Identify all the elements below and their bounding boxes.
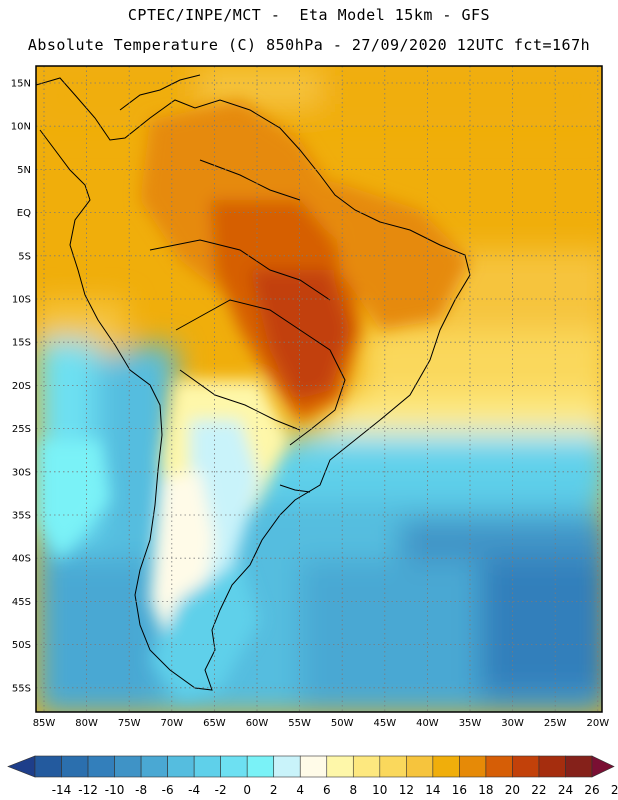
latitude-label: 30S [12, 467, 31, 478]
longitude-label: 45W [373, 718, 396, 729]
colorbar-tick-label: -10 [105, 783, 125, 797]
longitude-label: 60W [246, 718, 269, 729]
latitude-label: 55S [12, 683, 31, 694]
colorbar-swatch [352, 755, 381, 778]
longitude-label: 80W [75, 718, 98, 729]
colorbar-tick-label: 18 [478, 783, 493, 797]
colorbar-swatch [459, 755, 487, 778]
colorbar-swatch [512, 755, 540, 778]
colorbar-tick-label: -12 [78, 783, 98, 797]
longitude-labels: 85W 80W 75W 70W 65W 60W 55W 50W 45W 40W 35W 30W 25W 2… [33, 718, 610, 729]
colorbar [7, 755, 615, 778]
longitude-label: 55W [288, 718, 311, 729]
latitude-label: 40S [12, 554, 31, 565]
colorbar-swatch [34, 755, 62, 778]
longitude-label: 85W [33, 718, 56, 729]
colorbar-tick-label: 26 [584, 783, 599, 797]
continent-outline [36, 74, 471, 691]
colorbar-labels: -14 -12 -10 -8 -6 -4 -2 0 2 4 6 8 10 12 14 16 18 20 22 24 26… [52, 783, 618, 797]
colorbar-swatch [432, 755, 460, 778]
colorbar-tick-label: -6 [162, 783, 174, 797]
colorbar-swatch [167, 755, 195, 778]
longitude-label: 75W [118, 718, 141, 729]
colorbar-swatch [299, 755, 328, 778]
colorbar-swatch [565, 755, 593, 778]
colorbar-swatch [406, 755, 434, 778]
colorbar-tick-label: -8 [135, 783, 147, 797]
map-title-line-2: Absolute Temperature (C) 850hPa - 27/09/… [27, 36, 591, 54]
colorbar-tick-label: 24 [558, 783, 573, 797]
colorbar-tick-label: 14 [425, 783, 440, 797]
colorbar-high-arrow [591, 755, 615, 778]
colorbar-swatch [538, 755, 566, 778]
latitude-label: 35S [12, 511, 31, 522]
map-frame [35, 65, 603, 713]
colorbar-swatch [379, 755, 407, 778]
latitude-label: 10S [12, 295, 31, 306]
longitude-label: 25W [544, 718, 567, 729]
longitude-label: 50W [331, 718, 354, 729]
colorbar-tick-label: 0 [243, 783, 251, 797]
colorbar-swatch [273, 755, 301, 778]
colorbar-tick-label: 16 [452, 783, 467, 797]
latitude-label: 5N [17, 165, 31, 176]
longitude-label: 35W [459, 718, 482, 729]
colorbar-tick-label: 12 [399, 783, 414, 797]
latitude-label: 15S [12, 338, 31, 349]
colorbar-tick-label: 20 [505, 783, 520, 797]
colorbar-tick-label: -14 [52, 783, 72, 797]
colorbar-low-arrow [7, 755, 36, 778]
latitude-label: 25S [12, 424, 31, 435]
colorbar-swatch [326, 755, 354, 778]
latitude-labels: 15N 10N 5N EQ 5S 10S 15S 20S 25S 30S 35S 40S 45S 50S 5… [11, 79, 31, 695]
colorbar-swatch [87, 755, 115, 778]
colorbar-swatch [220, 755, 248, 778]
colorbar-tick-label: 22 [531, 783, 546, 797]
longitude-label: 20W [586, 718, 609, 729]
latitude-label: EQ [17, 208, 31, 219]
colorbar-tick-label: 28 [611, 783, 618, 797]
latitude-label: 15N [11, 79, 31, 90]
colorbar-tick-label: -2 [215, 783, 227, 797]
latitude-label: 45S [12, 597, 31, 608]
longitude-label: 65W [203, 718, 226, 729]
colorbar-swatch [246, 755, 275, 778]
colorbar-swatch [193, 755, 221, 778]
colorbar-swatch [140, 755, 168, 778]
colorbar-swatch [485, 755, 513, 778]
colorbar-tick-label: -4 [188, 783, 200, 797]
colorbar-swatch [114, 755, 142, 778]
latitude-label: 10N [11, 122, 31, 133]
longitude-label: 70W [160, 718, 183, 729]
longitude-label: 40W [416, 718, 439, 729]
colorbar-tick-label: 8 [349, 783, 357, 797]
colorbar-tick-label: 6 [323, 783, 331, 797]
temperature-field [36, 66, 602, 712]
longitude-label: 30W [501, 718, 524, 729]
colorbar-tick-label: 10 [372, 783, 387, 797]
latitude-label: 20S [12, 381, 31, 392]
colorbar-tick-label: 4 [296, 783, 304, 797]
colorbar-tick-label: 2 [270, 783, 278, 797]
colorbar-swatch [61, 755, 89, 778]
map-title-line-1: CPTEC/INPE/MCT - Eta Model 15km - GFS [127, 6, 491, 24]
latitude-label: 50S [12, 640, 31, 651]
latitude-label: 5S [18, 251, 31, 262]
